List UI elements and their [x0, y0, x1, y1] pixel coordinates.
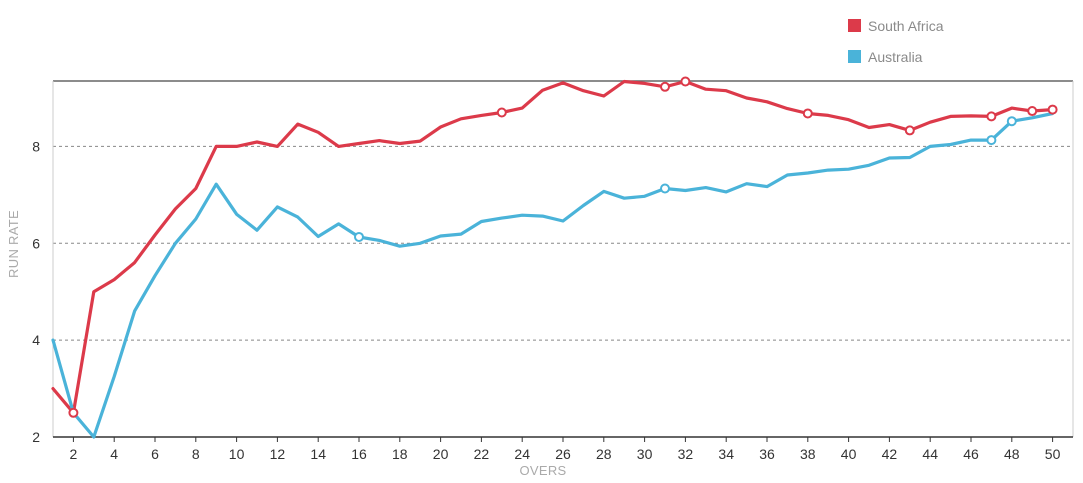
legend-label-australia: Australia [868, 49, 923, 65]
x-tick-label-38: 38 [800, 446, 816, 462]
x-tick-label-32: 32 [678, 446, 694, 462]
x-tick-label-40: 40 [841, 446, 857, 462]
series-line-south-africa [51, 79, 1055, 415]
legend-item-south-africa[interactable]: South Africa [848, 18, 944, 34]
x-tick-label-14: 14 [310, 446, 326, 462]
x-axis-title: OVERS [519, 463, 566, 478]
x-tick-label-34: 34 [718, 446, 734, 462]
legend: South Africa Australia [848, 18, 944, 65]
wicket-marker-south-africa-over-38 [802, 108, 813, 119]
wicket-marker-australia-over-48 [1006, 116, 1017, 127]
wicket-marker-south-africa-over-49 [1027, 106, 1038, 117]
wicket-marker-south-africa-over-32 [680, 76, 691, 87]
x-tick-label-50: 50 [1045, 446, 1061, 462]
legend-swatch-australia [848, 50, 861, 63]
legend-swatch-south-africa [848, 19, 861, 32]
wicket-marker-south-africa-over-50 [1047, 104, 1058, 115]
x-tick-label-44: 44 [922, 446, 938, 462]
x-tick-label-24: 24 [514, 446, 530, 462]
x-tick-label-26: 26 [555, 446, 571, 462]
wicket-marker-south-africa-over-23 [496, 107, 507, 118]
x-tick-label-8: 8 [192, 446, 200, 462]
x-tick-label-2: 2 [70, 446, 78, 462]
x-tick-label-22: 22 [474, 446, 490, 462]
series-line-australia [51, 111, 1055, 439]
x-tick-label-20: 20 [433, 446, 449, 462]
x-tick-label-46: 46 [963, 446, 979, 462]
x-tick-label-42: 42 [882, 446, 898, 462]
y-tick-label-2: 2 [32, 429, 40, 445]
y-tick-label-6: 6 [32, 235, 40, 251]
x-tick-label-30: 30 [637, 446, 653, 462]
legend-item-australia[interactable]: Australia [848, 49, 923, 65]
x-tick-label-36: 36 [759, 446, 775, 462]
wicket-marker-south-africa-over-47 [986, 111, 997, 122]
x-tick-label-6: 6 [151, 446, 159, 462]
wicket-marker-australia-over-16 [354, 231, 364, 242]
y-tick-label-8: 8 [32, 138, 40, 154]
wicket-marker-south-africa-over-43 [904, 125, 915, 136]
x-tick-label-12: 12 [270, 446, 286, 462]
wicket-marker-south-africa-over-31 [660, 81, 670, 92]
wicket-marker-south-africa-over-2 [68, 407, 79, 418]
x-tick-label-16: 16 [351, 446, 367, 462]
marker-layer [68, 76, 1058, 418]
series-layer [51, 79, 1055, 439]
x-tick-label-4: 4 [110, 446, 118, 462]
x-tick-label-10: 10 [229, 446, 245, 462]
x-tick-label-48: 48 [1004, 446, 1020, 462]
x-tick-label-18: 18 [392, 446, 408, 462]
wicket-marker-australia-over-31 [660, 183, 670, 194]
legend-label-south-africa: South Africa [868, 18, 944, 34]
wicket-marker-australia-over-47 [986, 135, 997, 146]
grid-layer [53, 145, 1073, 341]
y-axis-title: RUN RATE [6, 210, 21, 278]
y-tick-label-4: 4 [32, 332, 40, 348]
x-tick-label-28: 28 [596, 446, 612, 462]
